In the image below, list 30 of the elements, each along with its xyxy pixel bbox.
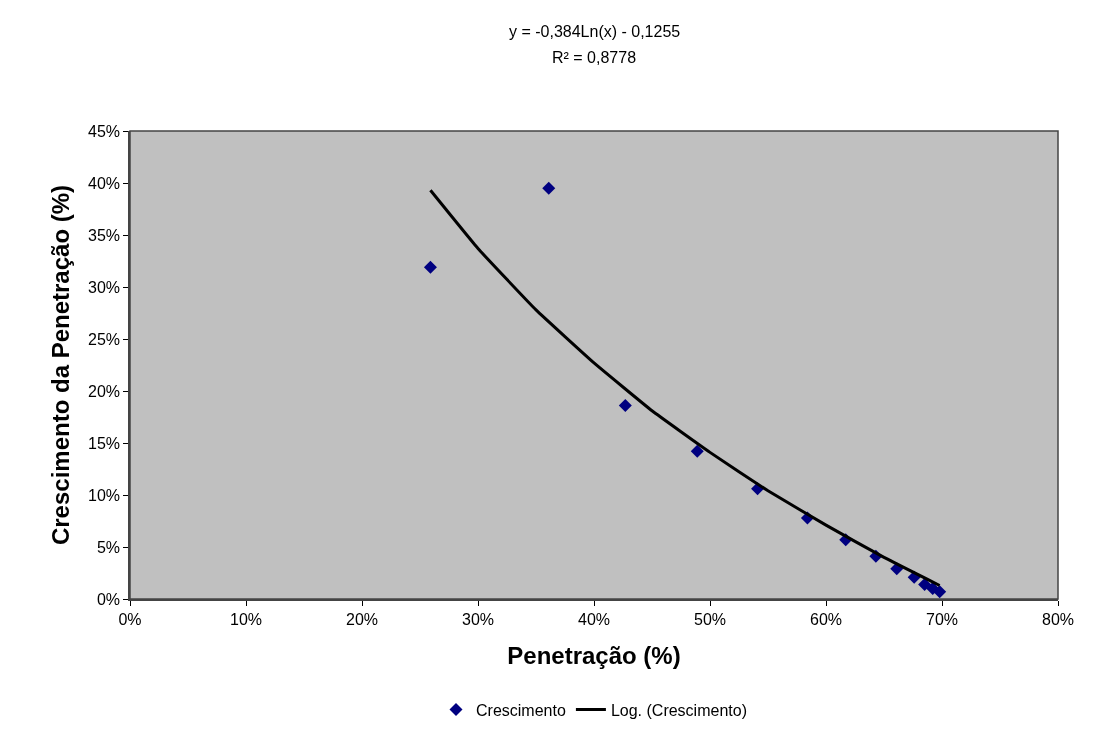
y-tick-label: 45% xyxy=(88,122,121,140)
y-tick-label: 40% xyxy=(88,174,121,192)
x-tick-label: 40% xyxy=(577,610,611,628)
y-tick-label: 25% xyxy=(88,330,121,348)
y-tick-label: 30% xyxy=(88,278,121,296)
y-tick-label: 35% xyxy=(88,226,121,244)
y-tick-label: 20% xyxy=(88,382,121,400)
legend-label: Crescimento xyxy=(476,701,566,719)
x-tick-label: 0% xyxy=(118,610,142,628)
y-tick-label: 15% xyxy=(88,434,121,452)
x-tick-label: 80% xyxy=(1041,610,1075,628)
point xyxy=(690,444,704,458)
x-tick-label: 10% xyxy=(229,610,263,628)
y-tick-label: 5% xyxy=(96,538,121,556)
x-tick-label: 50% xyxy=(693,610,727,628)
point xyxy=(933,585,947,599)
x-tick-label: 60% xyxy=(809,610,843,628)
x-tick-label: 20% xyxy=(345,610,379,628)
point xyxy=(542,181,556,195)
y-tick-label: 10% xyxy=(88,486,121,504)
legend-label: Log. (Crescimento) xyxy=(610,701,747,719)
y-axis-title: Crescimento da Penetração (%) xyxy=(46,184,74,546)
point xyxy=(423,260,437,274)
text: y = -0,384Ln(x) - 0,1255 xyxy=(509,23,681,40)
x-tick-label: 70% xyxy=(925,610,959,628)
text: R² = 0,8778 xyxy=(552,49,637,66)
x-axis-title: Penetração (%) xyxy=(507,641,681,669)
x-tick-label: 30% xyxy=(461,610,495,628)
y-tick-label: 0% xyxy=(96,590,121,608)
point xyxy=(618,399,632,413)
